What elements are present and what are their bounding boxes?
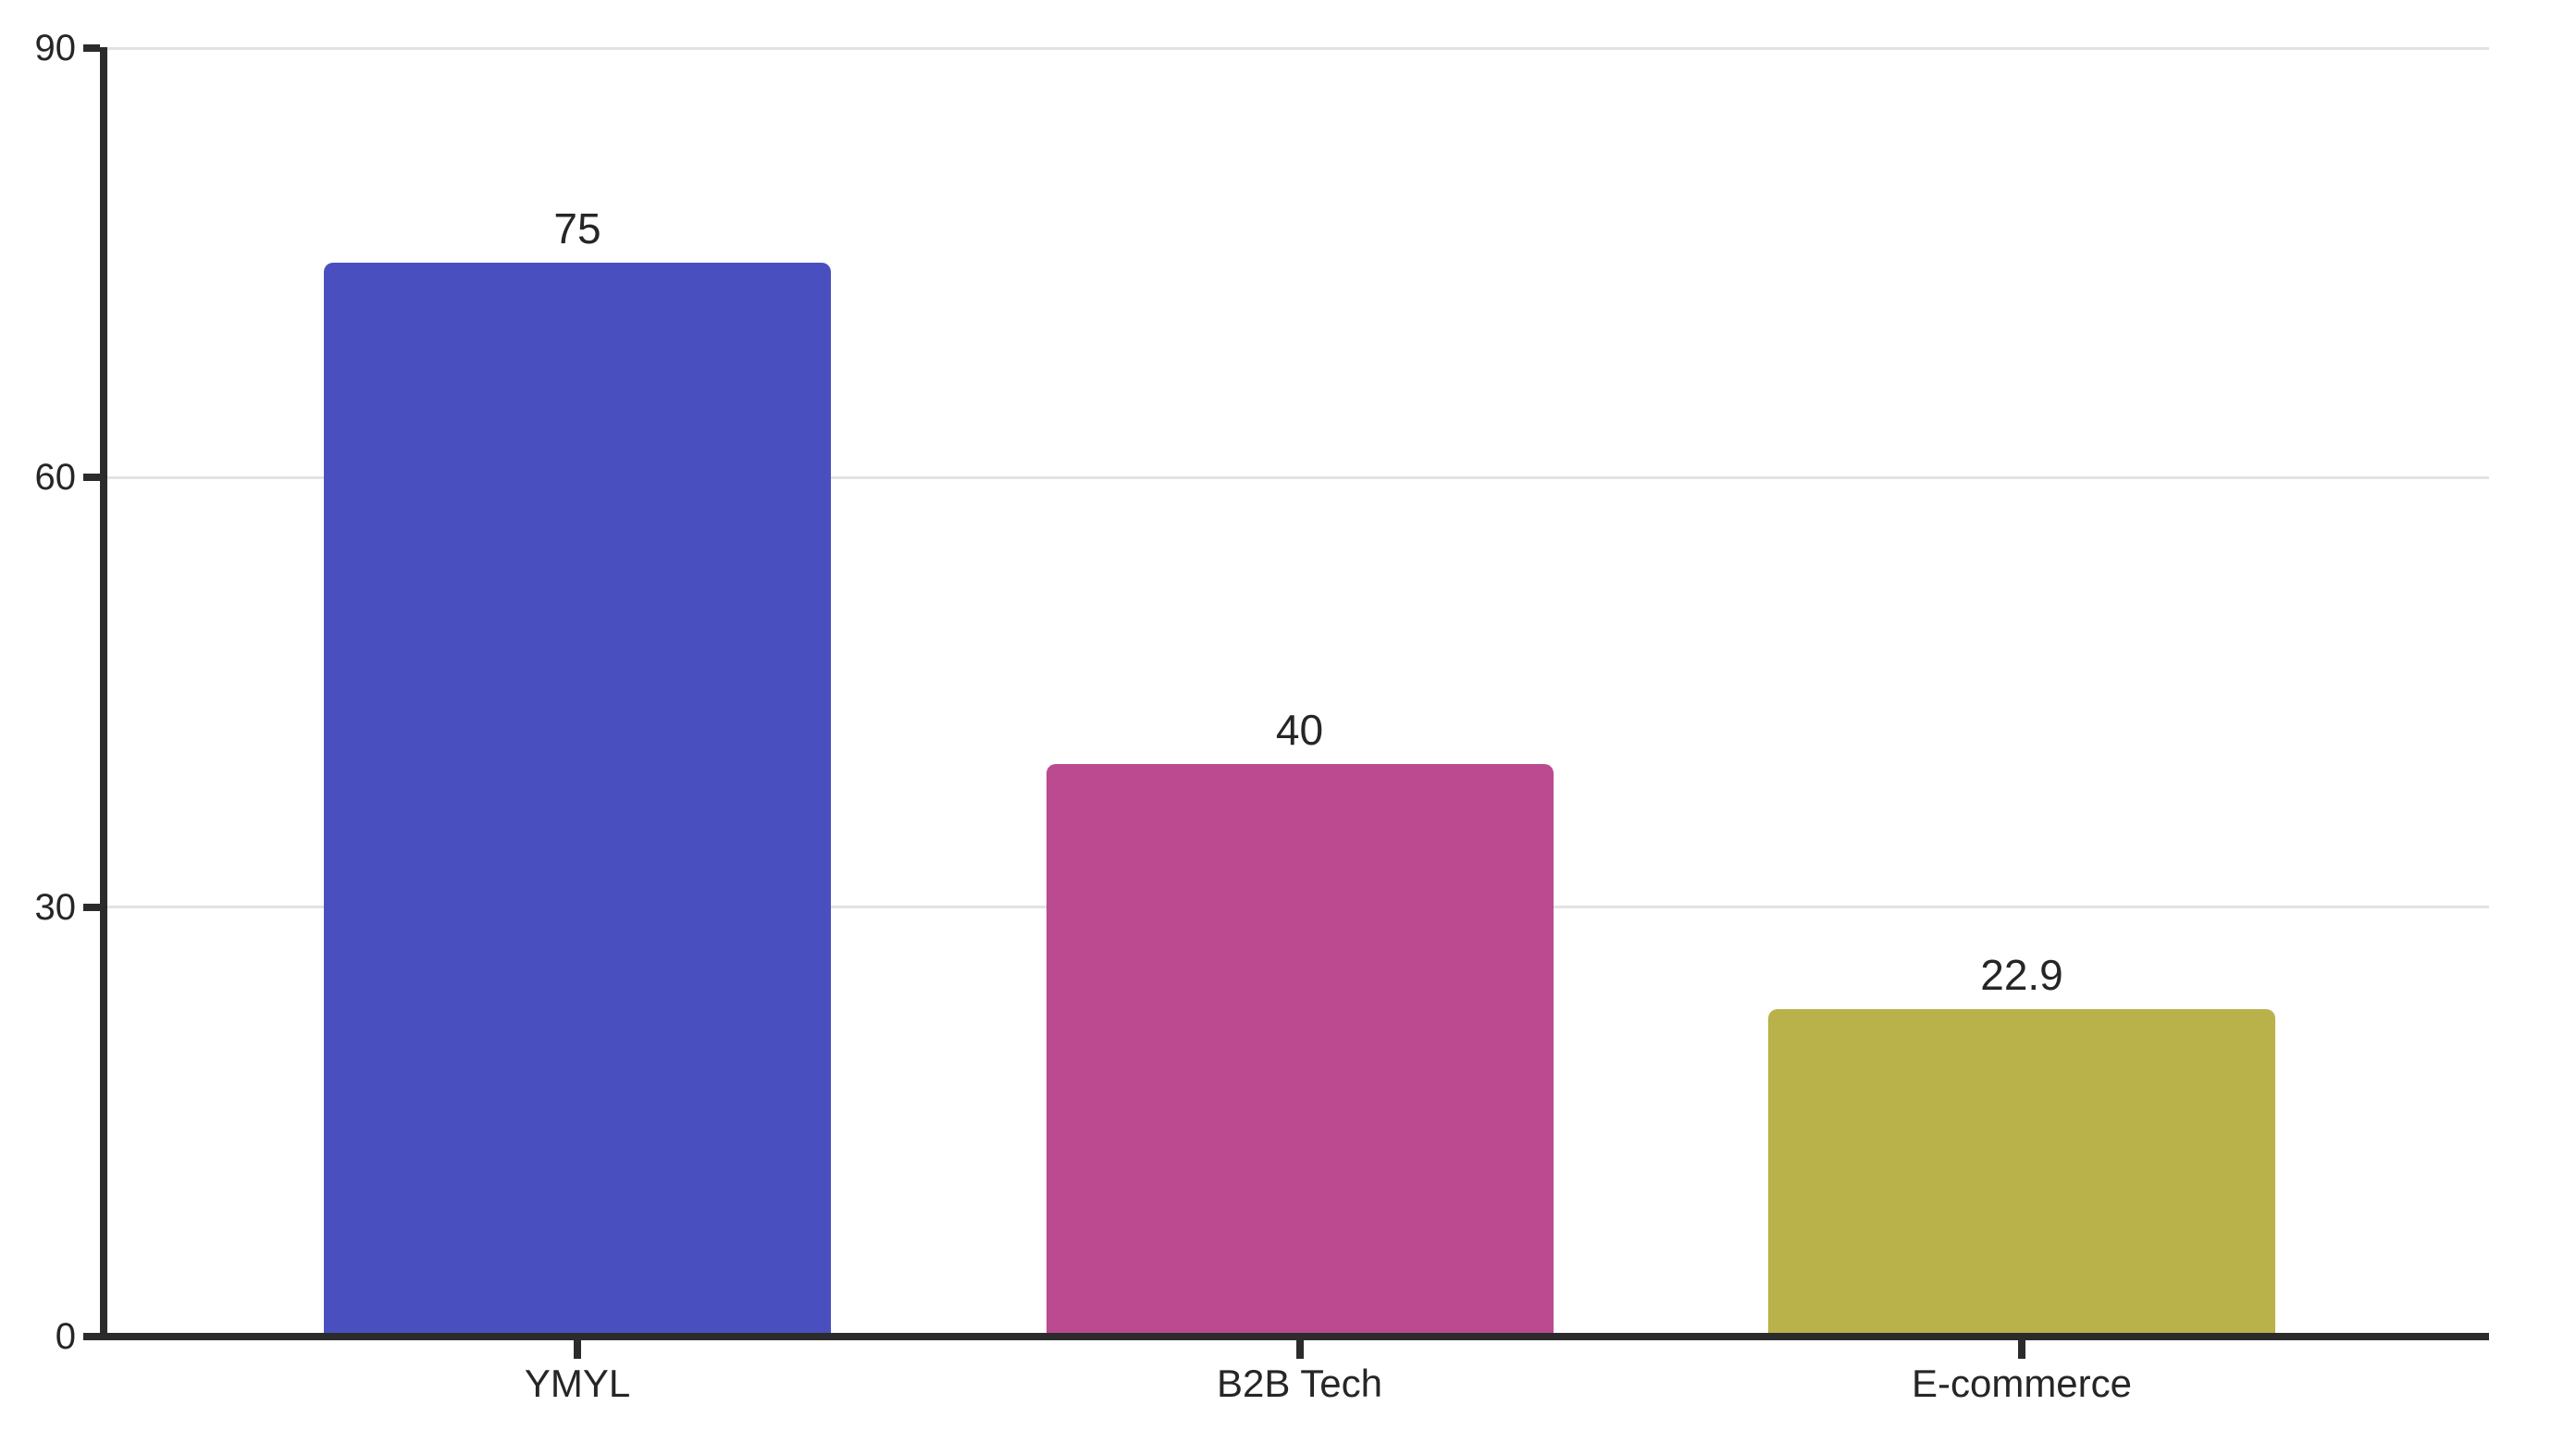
y-axis-tick — [83, 903, 100, 911]
bar-b2b-tech[interactable] — [1046, 763, 1554, 1337]
y-axis-tick — [83, 44, 100, 52]
y-tick-label: 60 — [34, 457, 77, 499]
y-tick-label: 30 — [34, 886, 77, 928]
y-tick-label: 90 — [34, 28, 77, 68]
x-axis-tick — [1295, 1340, 1304, 1359]
y-axis-line — [100, 47, 107, 1340]
bar-value-label: 22.9 — [1980, 950, 2063, 999]
x-category-label: YMYL — [524, 1362, 631, 1405]
bar-e-commerce[interactable] — [1768, 1008, 2275, 1337]
x-category-label: B2B Tech — [1216, 1362, 1382, 1405]
x-category-label: E-commerce — [1911, 1362, 2133, 1405]
x-axis-line — [100, 1333, 2489, 1340]
x-axis-tick — [574, 1340, 581, 1359]
bar-ymyl[interactable] — [324, 263, 831, 1337]
y-tick-label: 0 — [55, 1316, 76, 1357]
x-axis-tick — [2018, 1340, 2025, 1359]
bar-value-label: 75 — [553, 204, 601, 253]
bar-value-label: 40 — [1275, 705, 1324, 754]
y-axis-tick — [83, 1333, 100, 1340]
gridline — [107, 46, 2489, 50]
y-axis-tick — [83, 474, 100, 482]
gridline — [107, 475, 2489, 479]
